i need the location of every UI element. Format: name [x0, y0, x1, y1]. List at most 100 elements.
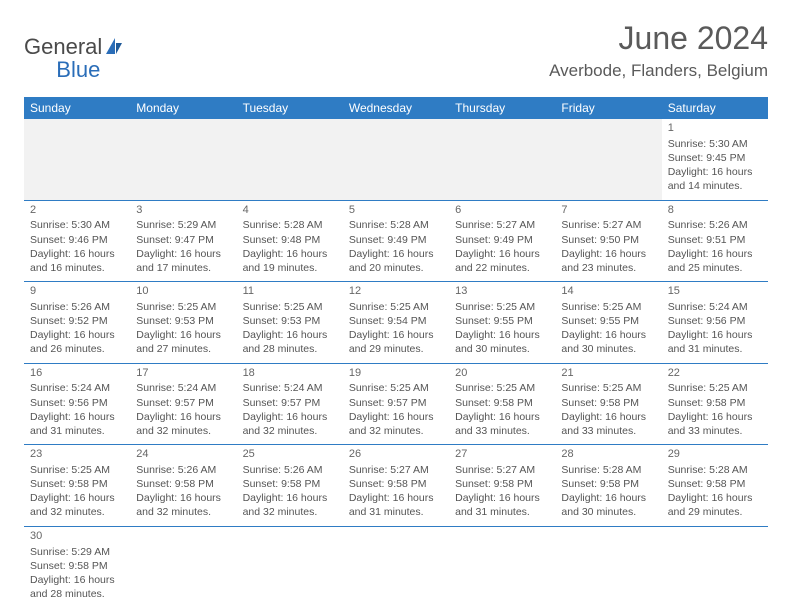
sunset-line: Sunset: 9:58 PM	[30, 477, 124, 491]
day-cell: 11Sunrise: 5:25 AMSunset: 9:53 PMDayligh…	[237, 282, 343, 364]
day-cell: 2Sunrise: 5:30 AMSunset: 9:46 PMDaylight…	[24, 200, 130, 282]
sunrise-line: Sunrise: 5:25 AM	[561, 300, 655, 314]
day-cell: 17Sunrise: 5:24 AMSunset: 9:57 PMDayligh…	[130, 363, 236, 445]
day-cell: 5Sunrise: 5:28 AMSunset: 9:49 PMDaylight…	[343, 200, 449, 282]
daylight-line: Daylight: 16 hours and 19 minutes.	[243, 247, 337, 275]
day-cell: 3Sunrise: 5:29 AMSunset: 9:47 PMDaylight…	[130, 200, 236, 282]
day-number: 22	[668, 366, 762, 381]
sunrise-line: Sunrise: 5:25 AM	[349, 300, 443, 314]
daylight-line: Daylight: 16 hours and 32 minutes.	[243, 491, 337, 519]
daylight-line: Daylight: 16 hours and 32 minutes.	[136, 410, 230, 438]
day-cell	[449, 526, 555, 607]
sunrise-line: Sunrise: 5:30 AM	[668, 137, 762, 151]
day-number: 2	[30, 203, 124, 218]
daylight-line: Daylight: 16 hours and 28 minutes.	[243, 328, 337, 356]
day-number: 27	[455, 447, 549, 462]
day-number: 25	[243, 447, 337, 462]
sunset-line: Sunset: 9:58 PM	[668, 477, 762, 491]
sunset-line: Sunset: 9:45 PM	[668, 151, 762, 165]
sunset-line: Sunset: 9:53 PM	[136, 314, 230, 328]
day-cell: 4Sunrise: 5:28 AMSunset: 9:48 PMDaylight…	[237, 200, 343, 282]
daylight-line: Daylight: 16 hours and 29 minutes.	[668, 491, 762, 519]
sunset-line: Sunset: 9:58 PM	[561, 396, 655, 410]
day-cell	[130, 119, 236, 200]
day-number: 26	[349, 447, 443, 462]
day-cell: 30Sunrise: 5:29 AMSunset: 9:58 PMDayligh…	[24, 526, 130, 607]
col-friday: Friday	[555, 97, 661, 119]
sunrise-line: Sunrise: 5:28 AM	[561, 463, 655, 477]
sunrise-line: Sunrise: 5:25 AM	[668, 381, 762, 395]
daylight-line: Daylight: 16 hours and 28 minutes.	[30, 573, 124, 601]
day-number: 28	[561, 447, 655, 462]
day-number: 9	[30, 284, 124, 299]
sunrise-line: Sunrise: 5:28 AM	[668, 463, 762, 477]
col-saturday: Saturday	[662, 97, 768, 119]
daylight-line: Daylight: 16 hours and 16 minutes.	[30, 247, 124, 275]
day-cell: 8Sunrise: 5:26 AMSunset: 9:51 PMDaylight…	[662, 200, 768, 282]
day-cell	[343, 119, 449, 200]
sunset-line: Sunset: 9:51 PM	[668, 233, 762, 247]
week-row: 9Sunrise: 5:26 AMSunset: 9:52 PM Daylight…	[24, 282, 768, 364]
sunrise-line: Sunrise: 5:27 AM	[349, 463, 443, 477]
day-cell	[555, 526, 661, 607]
sunset-line: Sunset: 9:54 PM	[349, 314, 443, 328]
day-cell	[449, 119, 555, 200]
day-cell: 19Sunrise: 5:25 AMSunset: 9:57 PMDayligh…	[343, 363, 449, 445]
sunrise-line: Sunrise: 5:25 AM	[455, 381, 549, 395]
daylight-line: Daylight: 16 hours and 23 minutes.	[561, 247, 655, 275]
day-cell	[662, 526, 768, 607]
day-number: 4	[243, 203, 337, 218]
location: Averbode, Flanders, Belgium	[549, 61, 768, 81]
day-cell: 21Sunrise: 5:25 AMSunset: 9:58 PMDayligh…	[555, 363, 661, 445]
day-cell: 24Sunrise: 5:26 AMSunset: 9:58 PMDayligh…	[130, 445, 236, 527]
day-cell: 16Sunrise: 5:24 AMSunset: 9:56 PMDayligh…	[24, 363, 130, 445]
sail-icon	[104, 36, 126, 59]
daylight-line: Daylight: 16 hours and 27 minutes.	[136, 328, 230, 356]
daylight-line: Daylight: 16 hours and 32 minutes.	[136, 491, 230, 519]
logo-blue: Blue	[56, 57, 100, 83]
day-cell: 18Sunrise: 5:24 AMSunset: 9:57 PMDayligh…	[237, 363, 343, 445]
day-number: 13	[455, 284, 549, 299]
day-cell: 9Sunrise: 5:26 AMSunset: 9:52 PMDaylight…	[24, 282, 130, 364]
sunset-line: Sunset: 9:58 PM	[455, 396, 549, 410]
daylight-line: Daylight: 16 hours and 31 minutes.	[30, 410, 124, 438]
day-cell: 10Sunrise: 5:25 AMSunset: 9:53 PMDayligh…	[130, 282, 236, 364]
day-cell	[24, 119, 130, 200]
daylight-line: Daylight: 16 hours and 30 minutes.	[455, 328, 549, 356]
sunset-line: Sunset: 9:56 PM	[30, 396, 124, 410]
day-cell: 25Sunrise: 5:26 AMSunset: 9:58 PMDayligh…	[237, 445, 343, 527]
sunrise-line: Sunrise: 5:26 AM	[30, 300, 124, 314]
sunrise-line: Sunrise: 5:25 AM	[561, 381, 655, 395]
day-number: 7	[561, 203, 655, 218]
day-cell: 26Sunrise: 5:27 AMSunset: 9:58 PMDayligh…	[343, 445, 449, 527]
sunset-line: Sunset: 9:58 PM	[243, 477, 337, 491]
col-tuesday: Tuesday	[237, 97, 343, 119]
sunset-line: Sunset: 9:58 PM	[668, 396, 762, 410]
sunset-line: Sunset: 9:55 PM	[455, 314, 549, 328]
sunset-line: Sunset: 9:55 PM	[561, 314, 655, 328]
sunset-line: Sunset: 9:48 PM	[243, 233, 337, 247]
sunset-line: Sunset: 9:57 PM	[243, 396, 337, 410]
sunset-line: Sunset: 9:52 PM	[30, 314, 124, 328]
day-number: 29	[668, 447, 762, 462]
sunset-line: Sunset: 9:50 PM	[561, 233, 655, 247]
day-number: 12	[349, 284, 443, 299]
week-row: 23Sunrise: 5:25 AMSunset: 9:58 PMDayligh…	[24, 445, 768, 527]
daylight-line: Daylight: 16 hours and 14 minutes.	[668, 165, 762, 193]
sunrise-line: Sunrise: 5:24 AM	[668, 300, 762, 314]
day-number: 20	[455, 366, 549, 381]
day-cell	[555, 119, 661, 200]
sunrise-line: Sunrise: 5:29 AM	[30, 545, 124, 559]
day-cell: 13Sunrise: 5:25 AMSunset: 9:55 PMDayligh…	[449, 282, 555, 364]
daylight-line: Daylight: 16 hours and 29 minutes.	[349, 328, 443, 356]
sunrise-line: Sunrise: 5:25 AM	[136, 300, 230, 314]
day-cell: 29Sunrise: 5:28 AMSunset: 9:58 PMDayligh…	[662, 445, 768, 527]
week-row: 1Sunrise: 5:30 AMSunset: 9:45 PMDaylight…	[24, 119, 768, 200]
day-cell: 28Sunrise: 5:28 AMSunset: 9:58 PMDayligh…	[555, 445, 661, 527]
sunrise-line: Sunrise: 5:25 AM	[349, 381, 443, 395]
daylight-line: Daylight: 16 hours and 31 minutes.	[349, 491, 443, 519]
day-number: 19	[349, 366, 443, 381]
sunset-line: Sunset: 9:58 PM	[30, 559, 124, 573]
daylight-line: Daylight: 16 hours and 20 minutes.	[349, 247, 443, 275]
sunrise-line: Sunrise: 5:24 AM	[243, 381, 337, 395]
